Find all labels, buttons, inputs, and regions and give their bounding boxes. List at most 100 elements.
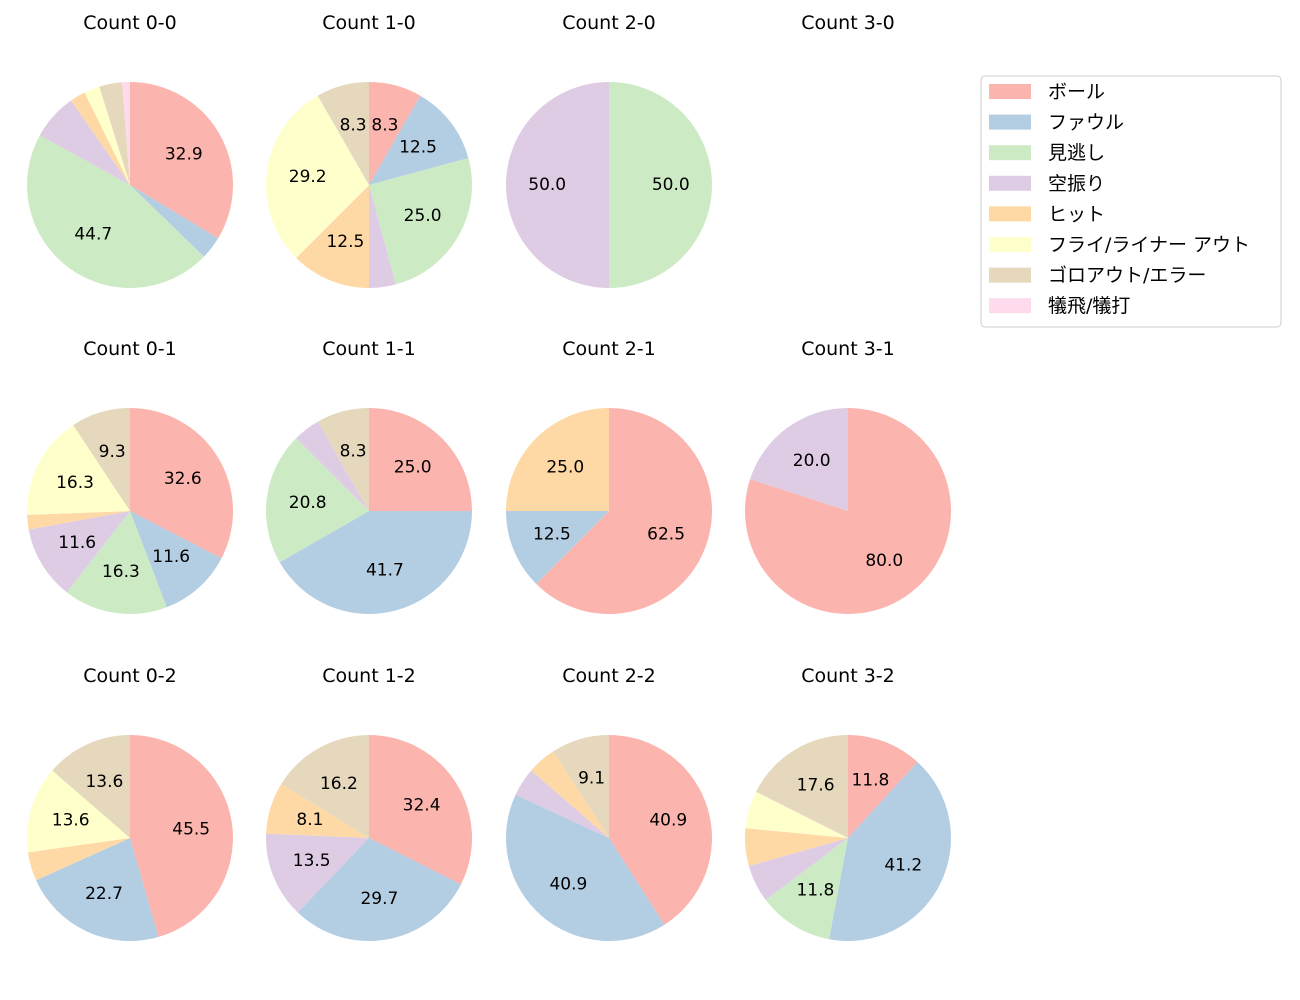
slice-label: 25.0 <box>546 457 584 477</box>
legend-frame <box>980 75 1282 328</box>
slice-ファウル <box>506 511 609 584</box>
legend-swatch <box>989 114 1031 130</box>
slice-label: 41.2 <box>884 856 922 876</box>
slice-label: 50.0 <box>528 175 566 195</box>
pie-count-1-0: Count 1-08.312.525.012.529.28.3 <box>266 12 472 288</box>
slice-label: 32.9 <box>165 145 203 165</box>
slice-ヒット <box>296 185 369 288</box>
slice-label: 40.9 <box>549 875 587 895</box>
slice-ファウル <box>130 511 222 608</box>
chart-title: Count 2-2 <box>562 665 656 687</box>
slice-ファウル <box>297 838 461 941</box>
slice-ゴロアウト/エラー <box>99 82 130 185</box>
slice-label: 20.8 <box>289 493 327 513</box>
pie-count-0-1: Count 0-132.611.616.311.616.39.3 <box>26 338 234 615</box>
slice-見逃し <box>369 158 472 285</box>
slice-ボール <box>369 82 421 185</box>
slice-ゴロアウト/エラー <box>317 82 369 185</box>
slice-ゴロアウト/エラー <box>52 735 130 838</box>
slice-ヒット <box>506 408 609 511</box>
slice-空振り <box>265 833 369 913</box>
slice-label: 12.5 <box>326 232 364 252</box>
slice-label: 9.3 <box>99 442 126 462</box>
legend-label: 空振り <box>1048 173 1105 195</box>
slice-label: 22.7 <box>85 884 123 904</box>
slice-ヒット <box>531 751 609 838</box>
slice-ボール <box>369 735 472 885</box>
slice-label: 12.5 <box>533 525 571 545</box>
slice-空振り <box>748 838 848 900</box>
slice-フライ/ライナー アウト <box>84 86 130 185</box>
chart-title: Count 1-2 <box>322 665 416 687</box>
chart-title: Count 3-2 <box>801 665 895 687</box>
slice-label: 8.1 <box>296 810 323 830</box>
pie-count-1-1: Count 1-1 25.0 41.7 20.8 8.3 <box>266 338 472 614</box>
slice-空振り <box>750 408 848 511</box>
slice-label: 8.3 <box>340 115 367 135</box>
pie-count-0-2: Count 0-2 45.5 22.7 13.6 13.6 <box>27 665 233 941</box>
slice-label: 25.0 <box>404 206 442 226</box>
slice-ボール <box>130 81 234 239</box>
legend-label: ゴロアウト/エラー <box>1048 265 1206 287</box>
slice-フライ/ライナー アウト <box>27 770 131 853</box>
slice-見逃し <box>27 135 204 289</box>
slice-ファウル <box>829 761 952 942</box>
slice-ファウル <box>506 794 665 941</box>
legend-swatch <box>989 237 1031 252</box>
chart-title: Count 1-1 <box>322 338 416 360</box>
slice-ゴロアウト/エラー <box>73 408 130 511</box>
chart-title: Count 0-0 <box>83 12 177 34</box>
legend-swatch <box>989 84 1031 99</box>
slice-ファウル <box>369 95 469 185</box>
slice-見逃し <box>609 82 712 288</box>
slice-label: 8.3 <box>340 441 367 461</box>
legend-swatch <box>989 267 1031 283</box>
slice-空振り <box>28 511 130 593</box>
chart-title: Count 0-1 <box>83 338 177 360</box>
slice-ファウル <box>130 185 219 257</box>
legend-label: ファウル <box>1048 112 1124 134</box>
pie-count-0-0: Count 0-0 32.9 44.7 <box>27 12 234 289</box>
slice-空振り <box>506 82 609 288</box>
pie-count-2-2: Count 2-2 40.9 40.9 9.1 <box>506 665 712 941</box>
slice-label: 41.7 <box>366 561 404 581</box>
pie-count-3-2: Count 3-2 11.8 41.2 11.8 17.6 <box>744 665 952 942</box>
slice-label: 11.8 <box>851 770 889 790</box>
slice-ヒット <box>70 92 130 185</box>
slice-label: 80.0 <box>865 551 903 571</box>
legend-swatch <box>989 206 1031 222</box>
slice-見逃し <box>66 511 167 615</box>
slice-ボール <box>744 408 951 614</box>
slice-label: 20.0 <box>793 451 831 471</box>
chart-title: Count 0-2 <box>83 665 177 687</box>
slice-label: 11.6 <box>152 547 190 567</box>
slice-label: 16.3 <box>102 562 140 582</box>
chart-title: Count 1-0 <box>322 12 416 34</box>
slice-label: 13.6 <box>85 772 123 792</box>
slice-ボール <box>130 735 233 937</box>
pie-count-3-0: Count 3-0 <box>801 12 895 34</box>
slice-ゴロアウト/エラー <box>281 735 369 838</box>
slice-空振り <box>369 185 396 288</box>
slice-フライ/ライナー アウト <box>26 425 130 515</box>
slice-label: 13.5 <box>293 851 331 871</box>
slice-見逃し <box>765 838 848 940</box>
slice-label: 16.2 <box>320 774 358 794</box>
slice-ボール <box>536 408 713 614</box>
legend-label: 犠飛/犠打 <box>1048 295 1130 317</box>
slice-ボール <box>369 408 472 511</box>
pie-count-2-0: Count 2-0 50.0 50.0 <box>506 12 712 288</box>
slice-label: 32.6 <box>164 469 202 489</box>
slice-ヒット <box>744 828 848 866</box>
slice-label: 16.3 <box>56 473 94 493</box>
pie-count-3-1: Count 3-1 80.0 20.0 <box>744 338 951 614</box>
slice-label: 62.5 <box>647 525 685 545</box>
legend-label: ボール <box>1048 81 1105 103</box>
slice-label: 11.8 <box>796 881 834 901</box>
slice-label: 12.5 <box>399 137 437 157</box>
slice-label: 29.2 <box>289 167 327 187</box>
slice-label: 13.6 <box>52 811 90 831</box>
slice-ファウル <box>279 511 472 614</box>
